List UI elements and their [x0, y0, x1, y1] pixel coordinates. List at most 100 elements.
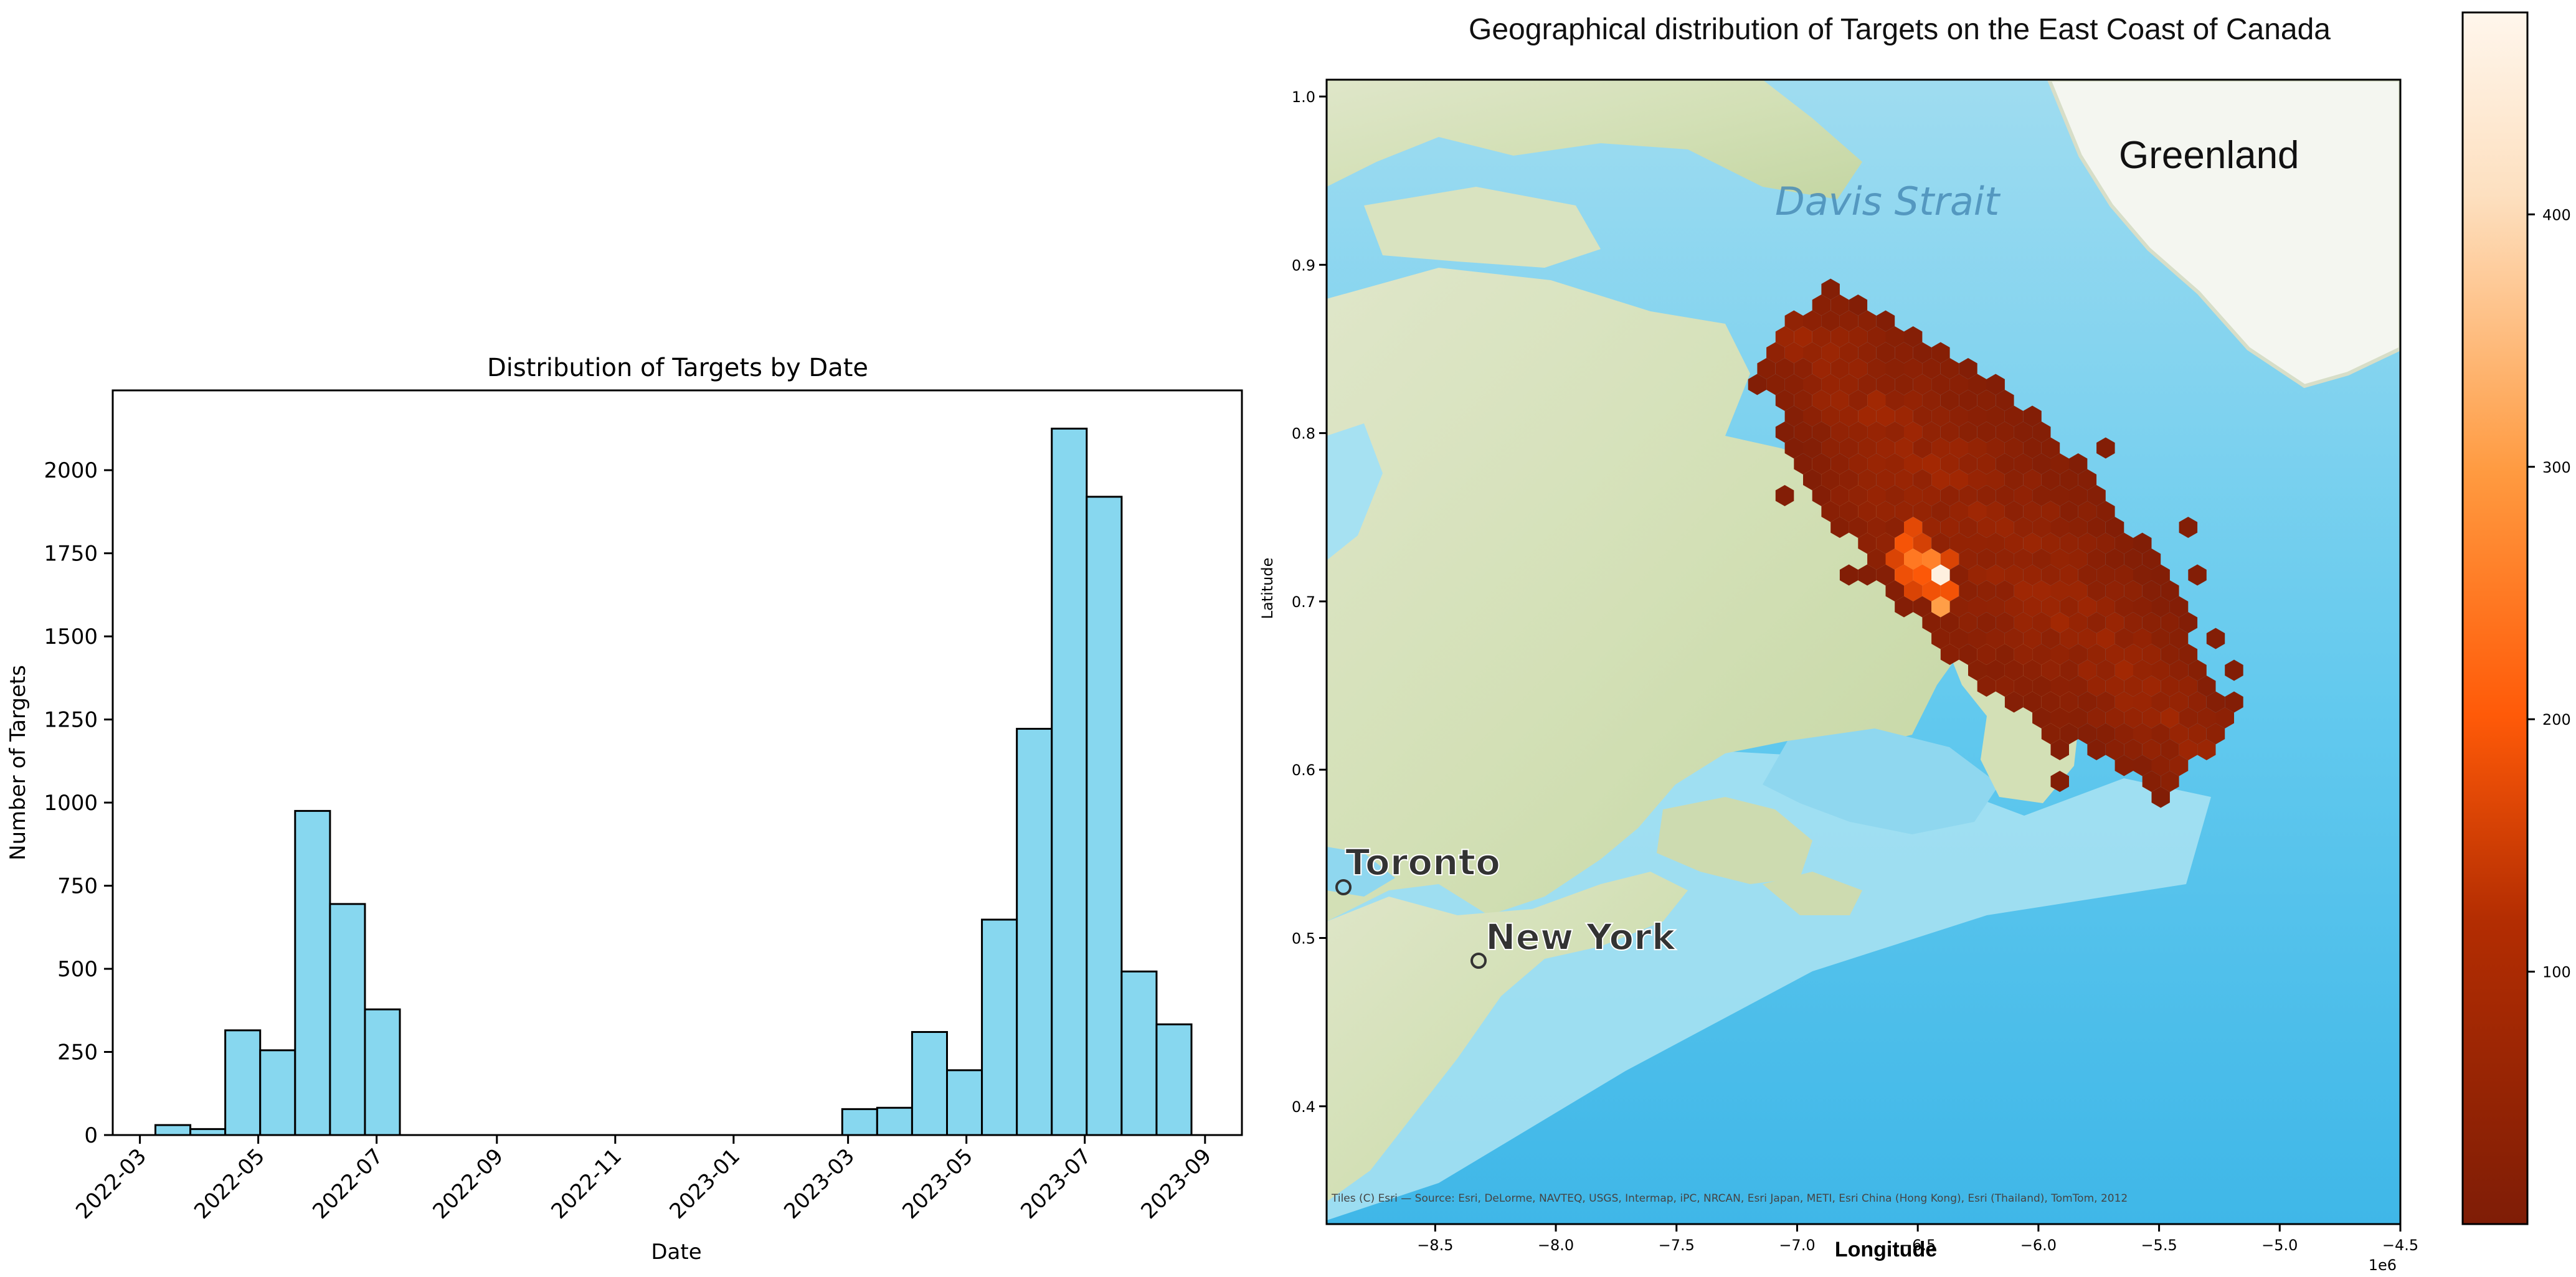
histogram-bar-2: [224, 1029, 262, 1136]
hexbin-cell: [2169, 628, 2189, 649]
hexbin-cell: [2161, 612, 2179, 633]
hexbin-cell: [2050, 739, 2069, 760]
map-x-tick-label: −5.5: [2141, 1237, 2177, 1254]
hexbin-cell: [2041, 564, 2060, 586]
hexbin-cell: [2041, 469, 2060, 491]
hexbin-cell: [1849, 358, 1868, 379]
histogram-bar-11: [981, 918, 1018, 1136]
hexbin-cell: [2151, 755, 2170, 776]
histogram-x-tick-label: 2023-03: [779, 1144, 859, 1224]
hexbin-cell: [2206, 628, 2225, 649]
hexbin-cell: [1895, 532, 1913, 554]
map-attribution: Tiles (C) Esri — Source: Esri, DeLorme, …: [1331, 1192, 2128, 1205]
hexbin-cell: [1830, 326, 1849, 347]
hexbin-cell: [2133, 691, 2152, 713]
hexbin-cell: [2023, 564, 2042, 586]
histogram-y-tick-label: 750: [57, 874, 98, 899]
hexbin-cell: [1867, 453, 1886, 474]
hexbin-cell: [1949, 374, 1968, 395]
hexbin-cell: [1931, 596, 1950, 618]
hexbin-cell: [1959, 612, 1977, 633]
hexbin-cell: [1775, 358, 1794, 379]
colorbar: [2461, 11, 2529, 1225]
hexbin-cell: [2032, 612, 2051, 633]
hexbin-cell: [1876, 564, 1895, 586]
map-label-toronto: Toronto: [1345, 841, 1500, 884]
histogram-y-axis-label: Number of Targets: [6, 665, 31, 860]
hexbin-cell: [1996, 612, 2014, 633]
hexbin-cell: [1913, 405, 1932, 427]
hexbin-cell: [1766, 374, 1785, 395]
hexbin-cell: [2142, 707, 2161, 728]
hexbin-cell: [2069, 580, 2088, 601]
hexbin-cell: [2179, 644, 2198, 665]
hexbin-cell: [2124, 580, 2143, 601]
hexbin-cell: [2087, 485, 2106, 506]
hexbin-cell: [2050, 453, 2069, 474]
hexbin-cell: [1913, 596, 1932, 618]
hexbin-cell: [2151, 564, 2170, 586]
hexbin-cell: [1812, 453, 1831, 474]
hexbin-cell: [2087, 549, 2106, 570]
hexbin-cell: [1940, 453, 1959, 474]
hexbin-cell: [1821, 310, 1840, 332]
histogram-bar-14: [1086, 496, 1123, 1136]
hexbin-cell: [1959, 358, 1977, 379]
hexbin-cell: [2114, 755, 2133, 776]
hexbin-cell: [1849, 517, 1868, 538]
hexbin-cell: [2087, 612, 2106, 633]
hexbin-cell: [2050, 517, 2069, 538]
hexbin-cell: [1775, 390, 1794, 411]
hexbin-cell: [1885, 453, 1904, 474]
hexbin-cell: [1959, 549, 1977, 570]
hexbin-cell: [1839, 437, 1859, 459]
hexbin-cell: [1931, 628, 1950, 649]
hexbin-cell: [2142, 580, 2161, 601]
map-label-new-york: New York: [1485, 916, 1677, 958]
hexbin-cell: [2069, 707, 2088, 728]
histogram-x-tick-label: 2023-05: [897, 1144, 978, 1224]
map-y-ticks: 0.4 0.5 0.6 0.7 0.8 0.9 1.0: [1292, 88, 1327, 1116]
hexbin-cell: [2069, 676, 2088, 697]
histogram-y-tick-label: 2000: [44, 458, 98, 483]
hexbin-cell: [2096, 564, 2115, 586]
hexbin-cell: [1931, 469, 1950, 491]
hexbin-cell: [1904, 517, 1923, 538]
hexbin-cell: [2078, 723, 2097, 745]
hexbin-cell: [1867, 358, 1886, 379]
hexbin-cell: [2225, 691, 2243, 713]
hexbin-cell: [1849, 390, 1868, 411]
hexbin-cell: [2023, 532, 2042, 554]
hexbin-cell: [1867, 549, 1886, 570]
hexbin-cell: [1977, 549, 1996, 570]
histogram-y-tick-label: 0: [84, 1123, 98, 1148]
hexbin-cell: [1959, 453, 1977, 474]
hexbin-cell: [1849, 326, 1868, 347]
hexbin-cell: [1839, 564, 1859, 586]
hexbin-cell: [1922, 517, 1941, 538]
hexbin-cell: [2151, 596, 2170, 618]
hexbin-cell: [1986, 469, 2005, 491]
hexbin-cell: [2124, 644, 2143, 665]
hexbin-cell: [1996, 390, 2014, 411]
hexbin-cell: [2050, 676, 2069, 697]
hexbin-cell: [1803, 405, 1822, 427]
histogram-chart: Distribution of Targets by Date 2022-03 2…: [6, 354, 1243, 1265]
map-label-greenland: Greenland: [2119, 134, 2299, 177]
hexbin-cell: [1784, 437, 1803, 459]
hexbin-cell: [1885, 326, 1904, 347]
hexbin-cell: [1922, 422, 1941, 443]
histogram-x-tick-label: 2022-05: [189, 1144, 270, 1224]
hexbin-cell: [1885, 422, 1904, 443]
hexbin-cell: [1904, 422, 1923, 443]
map-x-tick-label: −6.5: [1900, 1237, 1936, 1254]
histogram-x-tick-label: 2022-07: [308, 1144, 388, 1224]
map-x-tick-label: −7.5: [1659, 1237, 1695, 1254]
hexbin-cell: [2041, 659, 2060, 681]
hexbin-cell: [1885, 517, 1904, 538]
hexbin-cell: [1867, 326, 1886, 347]
hexbin-cell: [1858, 564, 1877, 586]
hexbin-cell: [1885, 390, 1904, 411]
hexbin-cell: [2188, 564, 2207, 586]
hexbin-cell: [1830, 358, 1849, 379]
